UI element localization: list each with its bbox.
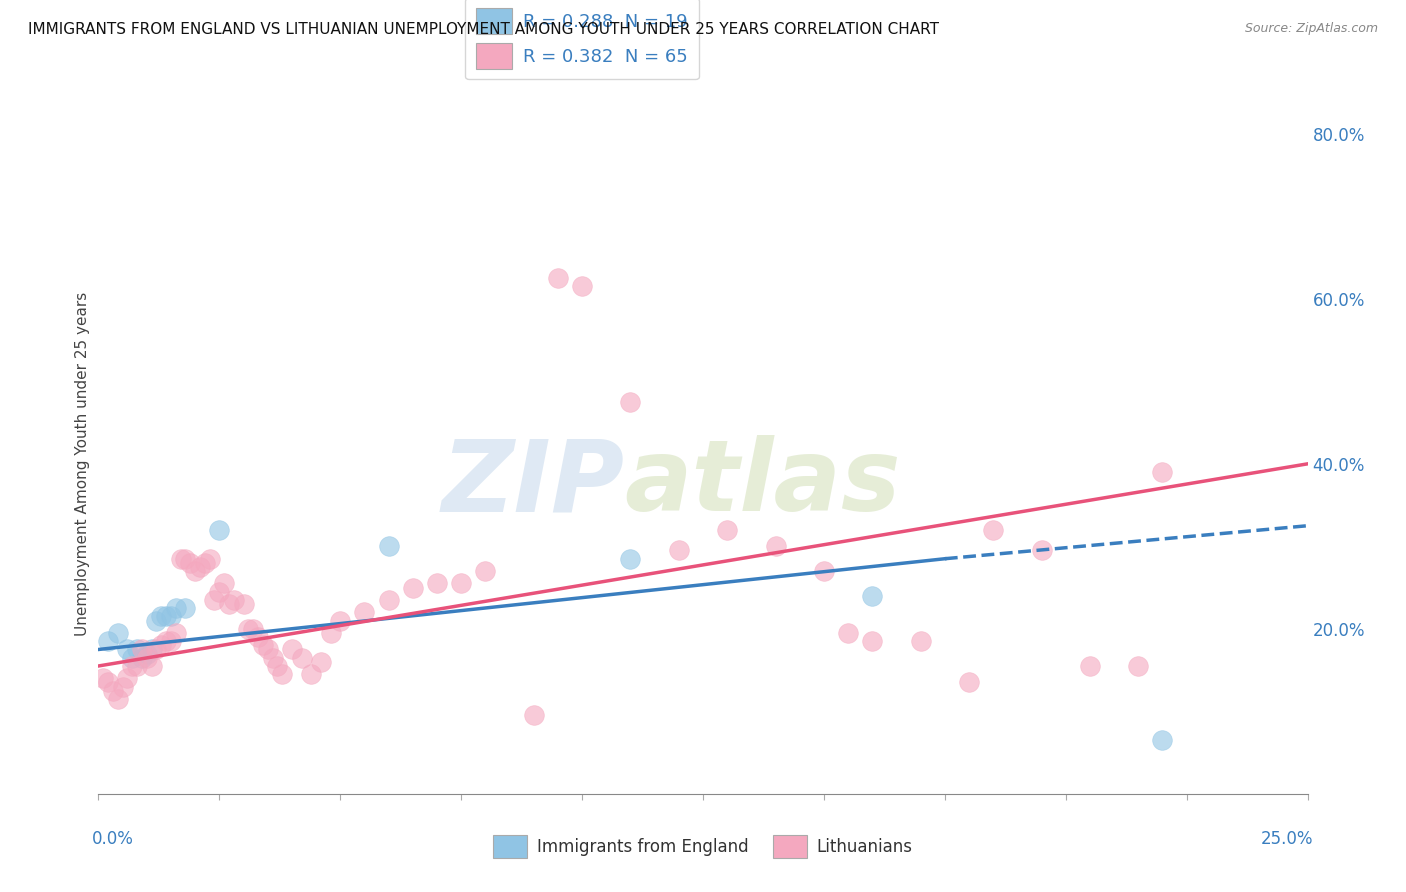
Point (165, 626, 187, 640)
Point (208, 523, 231, 537)
Point (281, 642, 304, 657)
Point (266, 659, 288, 673)
Point (117, 671, 139, 685)
Point (121, 659, 143, 673)
Point (160, 609, 183, 624)
Point (127, 659, 149, 673)
Point (252, 639, 274, 653)
Text: 25.0%: 25.0% (1261, 830, 1313, 848)
Point (179, 556, 201, 570)
Point (204, 593, 226, 607)
Point (716, 523, 738, 537)
Point (174, 551, 197, 566)
Point (765, 539, 787, 553)
Point (1152, 733, 1174, 747)
Text: 0.0%: 0.0% (93, 830, 134, 848)
Point (194, 556, 217, 570)
Point (523, 708, 546, 723)
Point (222, 593, 245, 607)
Point (1078, 659, 1101, 673)
Point (571, 279, 593, 293)
Point (141, 659, 163, 673)
Point (107, 626, 129, 640)
Point (329, 614, 352, 628)
Point (111, 680, 134, 694)
Point (127, 642, 149, 657)
Text: IMMIGRANTS FROM ENGLAND VS LITHUANIAN UNEMPLOYMENT AMONG YOUTH UNDER 25 YEARS CO: IMMIGRANTS FROM ENGLAND VS LITHUANIAN UN… (28, 22, 939, 37)
Point (155, 634, 177, 648)
Point (402, 581, 425, 595)
Point (256, 642, 278, 657)
Point (547, 271, 569, 285)
Point (188, 560, 211, 574)
Point (165, 601, 187, 615)
Point (290, 650, 312, 665)
Point (619, 395, 641, 409)
Text: Source: ZipAtlas.com: Source: ZipAtlas.com (1244, 22, 1378, 36)
Point (150, 639, 173, 653)
Point (160, 634, 183, 648)
Point (1031, 543, 1053, 558)
Point (426, 576, 449, 591)
Text: ZIP: ZIP (441, 435, 624, 533)
Point (141, 642, 163, 657)
Point (174, 601, 197, 615)
Point (450, 576, 472, 591)
Y-axis label: Unemployment Among Youth under 25 years: Unemployment Among Youth under 25 years (75, 292, 90, 636)
Point (208, 584, 231, 599)
Point (184, 564, 207, 578)
Point (1128, 659, 1150, 673)
Point (198, 551, 221, 566)
Point (238, 622, 260, 636)
Point (668, 543, 690, 558)
Point (299, 667, 322, 681)
Point (155, 609, 177, 624)
Point (910, 634, 932, 648)
Point (97, 675, 120, 690)
Point (91, 671, 114, 685)
Point (1152, 465, 1174, 479)
Point (169, 551, 191, 566)
Point (377, 539, 399, 553)
Point (107, 692, 129, 706)
Point (135, 650, 157, 665)
Point (957, 675, 980, 690)
Legend: Immigrants from England, Lithuanians: Immigrants from England, Lithuanians (486, 828, 920, 864)
Point (619, 551, 641, 566)
Point (247, 630, 270, 644)
Point (813, 564, 835, 578)
Point (242, 622, 264, 636)
Point (131, 650, 153, 665)
Point (150, 609, 173, 624)
Point (837, 626, 859, 640)
Point (860, 634, 883, 648)
Point (117, 642, 139, 657)
Point (145, 614, 167, 628)
Point (97, 634, 120, 648)
Point (101, 683, 124, 698)
Point (135, 647, 157, 661)
Point (271, 667, 294, 681)
Point (212, 576, 235, 591)
Text: atlas: atlas (624, 435, 901, 533)
Point (353, 605, 375, 619)
Point (860, 589, 883, 603)
Point (981, 523, 1004, 537)
Point (145, 642, 167, 657)
Point (377, 593, 399, 607)
Point (262, 650, 284, 665)
Point (218, 597, 240, 611)
Point (232, 597, 254, 611)
Point (131, 642, 153, 657)
Point (319, 626, 342, 640)
Point (474, 564, 496, 578)
Point (121, 650, 143, 665)
Point (309, 655, 332, 669)
